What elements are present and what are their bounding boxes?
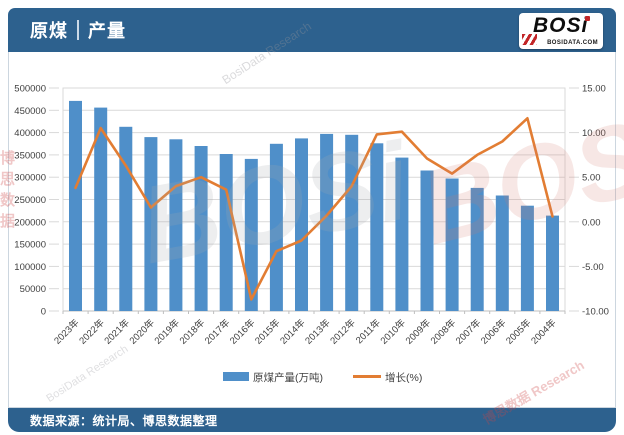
left-axis-tick-label: 0 [41, 307, 46, 318]
chart-card: 0 50000 100000 150000 200000 250000 300000 3500… [8, 52, 616, 408]
bar-2021年 [119, 126, 133, 311]
x-axis-category-label: 2009年 [403, 316, 434, 347]
left-axis-tick-label: 250000 [14, 195, 46, 206]
logo-red-dot-icon [585, 16, 590, 21]
bar-2006年 [495, 195, 509, 311]
logo-subtext: BOSIDATA.COM [547, 40, 598, 46]
x-axis-category-label: 2004年 [528, 316, 559, 347]
bar-2017年 [219, 154, 233, 311]
logo-text: BOSi [533, 14, 589, 37]
bar-2020年 [144, 137, 158, 311]
bar-2019年 [169, 139, 183, 311]
bar-2011年 [370, 143, 384, 311]
x-axis-category-label: 2007年 [453, 316, 484, 347]
x-axis-category-label: 2016年 [227, 316, 258, 347]
left-axis-tick-label: 150000 [14, 240, 46, 251]
left-axis-tick-label: 50000 [20, 284, 46, 295]
title-left: 原煤 [30, 21, 68, 41]
bar-2022年 [94, 107, 108, 311]
bar-2005年 [520, 205, 534, 311]
legend-label-production: 原煤产量(万吨) [253, 371, 323, 384]
data-source-text: 数据来源：统计局、博思数据整理 [30, 413, 218, 428]
left-axis-tick-label: 350000 [14, 150, 46, 161]
title-right: 产量 [88, 21, 126, 41]
bar-2018年 [194, 146, 208, 311]
x-axis-category-label: 2008年 [428, 316, 459, 347]
legend-swatch-production [223, 372, 249, 381]
growth-line [74, 117, 554, 301]
x-axis-category-label: 2012年 [328, 316, 359, 347]
right-axis-tick-label: 15.00 [582, 84, 606, 95]
x-axis-category-label: 2017年 [202, 316, 233, 347]
right-axis-tick-label: 0.00 [582, 217, 601, 228]
page-title: 原煤 产量 [30, 17, 126, 43]
bar-2007年 [470, 187, 484, 311]
bar-2009年 [420, 170, 434, 311]
right-axis-tick-label: 5.00 [582, 173, 601, 184]
x-axis-category-label: 2013年 [303, 316, 334, 347]
left-axis-tick-label: 400000 [14, 128, 46, 139]
legend-label-growth: 增长(%) [385, 371, 422, 384]
right-axis-tick-label: -5.00 [582, 262, 604, 273]
right-axis-tick-label: -10.00 [582, 307, 609, 318]
title-divider [77, 20, 79, 40]
left-axis-tick-label: 500000 [14, 84, 46, 95]
x-axis-category-label: 2011年 [353, 316, 383, 346]
logo-stripes-icon [522, 34, 537, 45]
bar-2013年 [320, 133, 334, 311]
bar-2015年 [269, 143, 283, 312]
bar-2008年 [445, 178, 459, 311]
bar-2010年 [395, 157, 409, 311]
header-bar: 原煤 产量 BOSi BOSIDATA.COM [8, 8, 616, 52]
left-axis-tick-label: 200000 [14, 217, 46, 228]
x-axis-category-label: 2018年 [177, 316, 208, 347]
x-axis-category-label: 2005年 [503, 316, 534, 347]
bar-2012年 [345, 134, 359, 311]
x-axis-category-label: 2020年 [127, 316, 158, 347]
production-growth-chart: 0 50000 100000 150000 200000 250000 300000 3500… [14, 84, 609, 385]
x-axis-category-label: 2015年 [252, 316, 283, 347]
right-axis-tick-label: 10.00 [582, 128, 606, 139]
footer-bar: 数据来源：统计局、博思数据整理 [8, 408, 616, 432]
bosi-logo: BOSi BOSIDATA.COM [519, 13, 603, 49]
x-axis-category-label: 2019年 [152, 316, 183, 347]
x-axis-category-label: 2010年 [378, 316, 409, 347]
bar-2023年 [69, 100, 82, 312]
x-axis-category-label: 2023年 [51, 316, 82, 347]
left-axis-tick-label: 100000 [14, 262, 46, 273]
left-axis-tick-label: 300000 [14, 173, 46, 184]
bar-2016年 [244, 158, 258, 311]
bar-2004年 [546, 215, 559, 311]
x-axis-category-label: 2006年 [478, 316, 509, 347]
bar-2014年 [295, 138, 308, 311]
x-axis-category-label: 2022年 [77, 316, 108, 347]
x-axis-category-label: 2021年 [102, 316, 133, 347]
left-axis-tick-label: 450000 [14, 106, 46, 117]
x-axis-category-label: 2014年 [277, 316, 308, 347]
